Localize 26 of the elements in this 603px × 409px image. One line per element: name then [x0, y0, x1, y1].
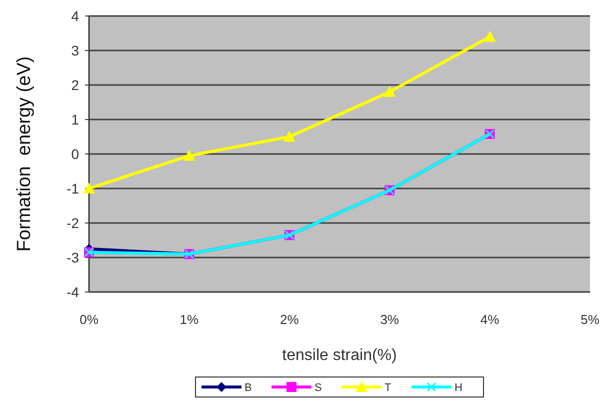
x-tick-label: 4% [480, 312, 500, 327]
legend-label: H [454, 382, 462, 394]
y-axis-title: Formation energy (eV) [14, 56, 35, 252]
y-tick-label: 2 [71, 76, 80, 93]
x-tick-label: 3% [380, 312, 400, 327]
x-tick-label: 1% [180, 312, 200, 327]
point [484, 30, 496, 42]
y-tick-label: 3 [71, 42, 80, 58]
point [384, 86, 396, 97]
x-tick-label: 0% [80, 312, 99, 327]
legend-label: B [244, 382, 252, 394]
y-tick-label: -2 [66, 214, 80, 231]
x-axis-title: tensile strain(%) [282, 347, 397, 364]
y-tick-label: 4 [71, 8, 80, 24]
y-tick-label: 1 [71, 111, 80, 128]
y-tick-label: -4 [66, 284, 80, 300]
x-tick-label: 2% [280, 312, 300, 327]
point [83, 182, 95, 194]
y-tick-label: -1 [66, 180, 80, 196]
y-tick-label: 0 [71, 146, 80, 162]
legend-label: S [314, 382, 322, 394]
legend-label: T [384, 382, 392, 394]
x-tick-label: 5% [580, 312, 600, 327]
point [183, 150, 196, 161]
y-tick-label: -3 [66, 249, 80, 266]
point [283, 130, 296, 142]
